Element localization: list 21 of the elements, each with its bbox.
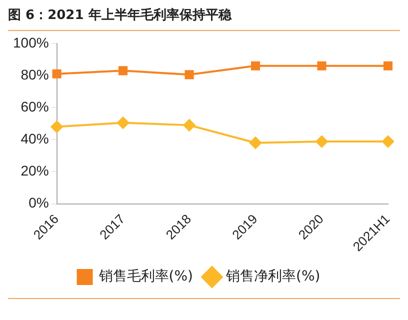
point: [118, 66, 128, 76]
point: [184, 70, 194, 80]
chart-title: 图 6：2021 年上半年毛利率保持平稳: [8, 6, 400, 31]
point: [317, 61, 326, 70]
point: [382, 136, 394, 148]
y-tick-label: 40%: [20, 130, 49, 146]
point: [383, 61, 393, 70]
y-tick-label: 60%: [20, 98, 49, 114]
point: [250, 136, 262, 149]
legend-label: 销售净利率(%): [225, 268, 320, 285]
point: [316, 136, 328, 148]
y-tick-label: 20%: [20, 162, 49, 179]
y-tick-label: 100%: [12, 34, 49, 50]
y-tick-label: 80%: [20, 66, 49, 82]
point: [183, 119, 196, 132]
point: [50, 120, 63, 133]
point: [250, 61, 260, 70]
point: [117, 116, 130, 129]
legend-label: 销售毛利率(%): [98, 268, 194, 285]
y-tick-label: 0%: [28, 194, 49, 211]
point: [52, 69, 62, 78]
